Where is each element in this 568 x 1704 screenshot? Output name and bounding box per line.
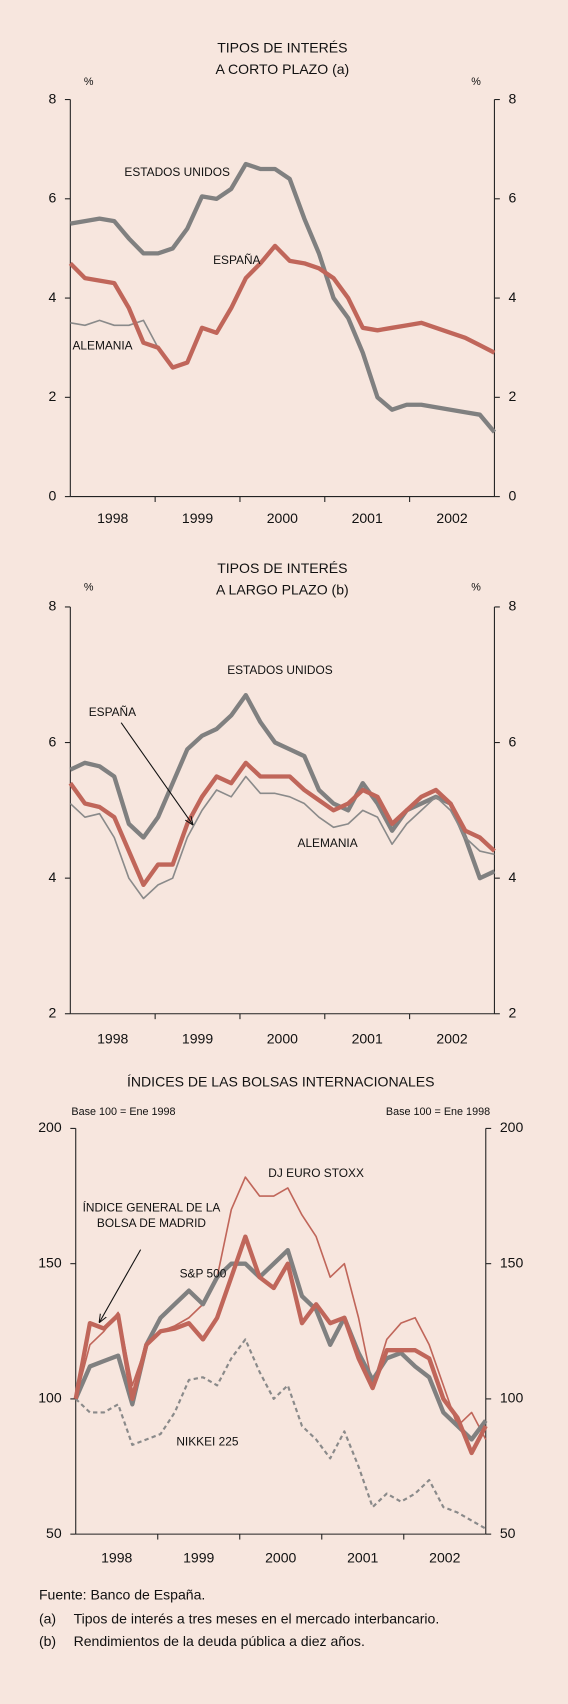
y2-tick-label: 4 (508, 869, 516, 885)
series-line (69, 692, 496, 881)
x-tick-label: 1998 (97, 1030, 128, 1046)
y2-tick-label: 2 (508, 388, 516, 404)
chart-title: ÍNDICES DE LAS BOLSAS INTERNACIONALES (127, 1074, 435, 1090)
series-label: DJ EURO STOXX (268, 1166, 364, 1180)
annotation-arrow (100, 1249, 142, 1322)
annotation-arrow (120, 722, 192, 825)
chart-subtitle: A CORTO PLAZO (a) (216, 61, 350, 77)
y-tick-label: 100 (38, 1390, 62, 1406)
series-line (69, 161, 497, 434)
x-tick-label: 2001 (352, 510, 383, 526)
x-tick-label: 2000 (265, 1550, 296, 1566)
y2-tick-label: 100 (500, 1390, 524, 1406)
y2-tick-label: 50 (500, 1525, 516, 1541)
y2-tick-label: 2 (508, 1004, 516, 1020)
y2-tick-label: 150 (500, 1254, 524, 1270)
series-line (68, 760, 496, 888)
y-tick-label: 0 (48, 487, 56, 503)
note: Rendimientos de la deuda pública a diez … (74, 1633, 365, 1649)
y2-tick-label: 8 (508, 598, 516, 614)
y2-axis-label: % (471, 581, 481, 593)
x-tick-label: 1999 (182, 1030, 213, 1046)
x-tick-label: 2001 (347, 1550, 378, 1566)
x-tick-label: 1998 (97, 510, 128, 526)
note-marker: (b) (39, 1633, 56, 1649)
series-label: ALEMANIA (72, 338, 132, 352)
series-label: ESTADOS UNIDOS (124, 165, 230, 179)
y-tick-label: 8 (48, 598, 56, 614)
y-axis-label: % (84, 76, 94, 88)
y2-tick-label: 200 (500, 1119, 524, 1135)
y-tick-label: 6 (48, 190, 56, 206)
x-tick-label: 2000 (267, 1030, 298, 1046)
y2-tick-label: 6 (508, 190, 516, 206)
x-tick-label: 2002 (436, 1030, 467, 1046)
x-tick-label: 2002 (436, 510, 467, 526)
series-label: ESPAÑA (89, 705, 136, 719)
y2-axis-label: % (471, 76, 481, 88)
y-tick-label: 8 (48, 90, 56, 106)
y2-tick-label: 4 (508, 289, 516, 305)
y-tick-label: 2 (48, 1004, 56, 1020)
y-tick-label: 6 (48, 733, 56, 749)
y-tick-label: 200 (38, 1119, 62, 1135)
x-tick-label: 2000 (267, 510, 298, 526)
series-label: ÍNDICE GENERAL DE LA BOLSA DE MADRID (82, 1201, 221, 1231)
note: Tipos de interés a tres meses en el merc… (74, 1610, 440, 1626)
y2-axis-label: Base 100 = Ene 1998 (386, 1106, 490, 1118)
series-line (73, 1234, 488, 1456)
series-label: ALEMANIA (298, 836, 358, 850)
y-axis-label: Base 100 = Ene 1998 (71, 1106, 175, 1118)
x-tick-label: 1999 (183, 1550, 214, 1566)
x-tick-label: 2002 (429, 1550, 460, 1566)
series-label: S&P 500 (180, 1267, 227, 1281)
y-axis-label: % (84, 581, 94, 593)
note-marker: (a) (39, 1610, 56, 1626)
chart-title: TIPOS DE INTERÉS (217, 39, 347, 55)
source: Fuente: Banco de España. (39, 1587, 205, 1603)
series-label: NIKKEI 225 (176, 1434, 239, 1448)
y2-tick-label: 6 (508, 733, 516, 749)
series-line (74, 1338, 487, 1530)
chart-title: TIPOS DE INTERÉS (217, 560, 347, 576)
series-line (69, 775, 495, 900)
y-tick-label: 150 (38, 1254, 62, 1270)
series-line (68, 243, 496, 370)
y2-tick-label: 8 (508, 90, 516, 106)
y-tick-label: 2 (48, 388, 56, 404)
series-label-box: ÍNDICE GENERAL DE LA BOLSA DE MADRID (82, 1201, 221, 1231)
y-tick-label: 50 (46, 1525, 62, 1541)
x-tick-label: 1999 (182, 510, 213, 526)
y2-tick-label: 0 (508, 487, 516, 503)
x-tick-label: 1998 (101, 1550, 132, 1566)
series-label: ESTADOS UNIDOS (227, 663, 333, 677)
y-tick-label: 4 (48, 869, 56, 885)
series-label: ESPAÑA (213, 253, 260, 267)
y-tick-label: 4 (48, 289, 56, 305)
chart-subtitle: A LARGO PLAZO (b) (216, 581, 349, 597)
x-tick-label: 2001 (352, 1030, 383, 1046)
